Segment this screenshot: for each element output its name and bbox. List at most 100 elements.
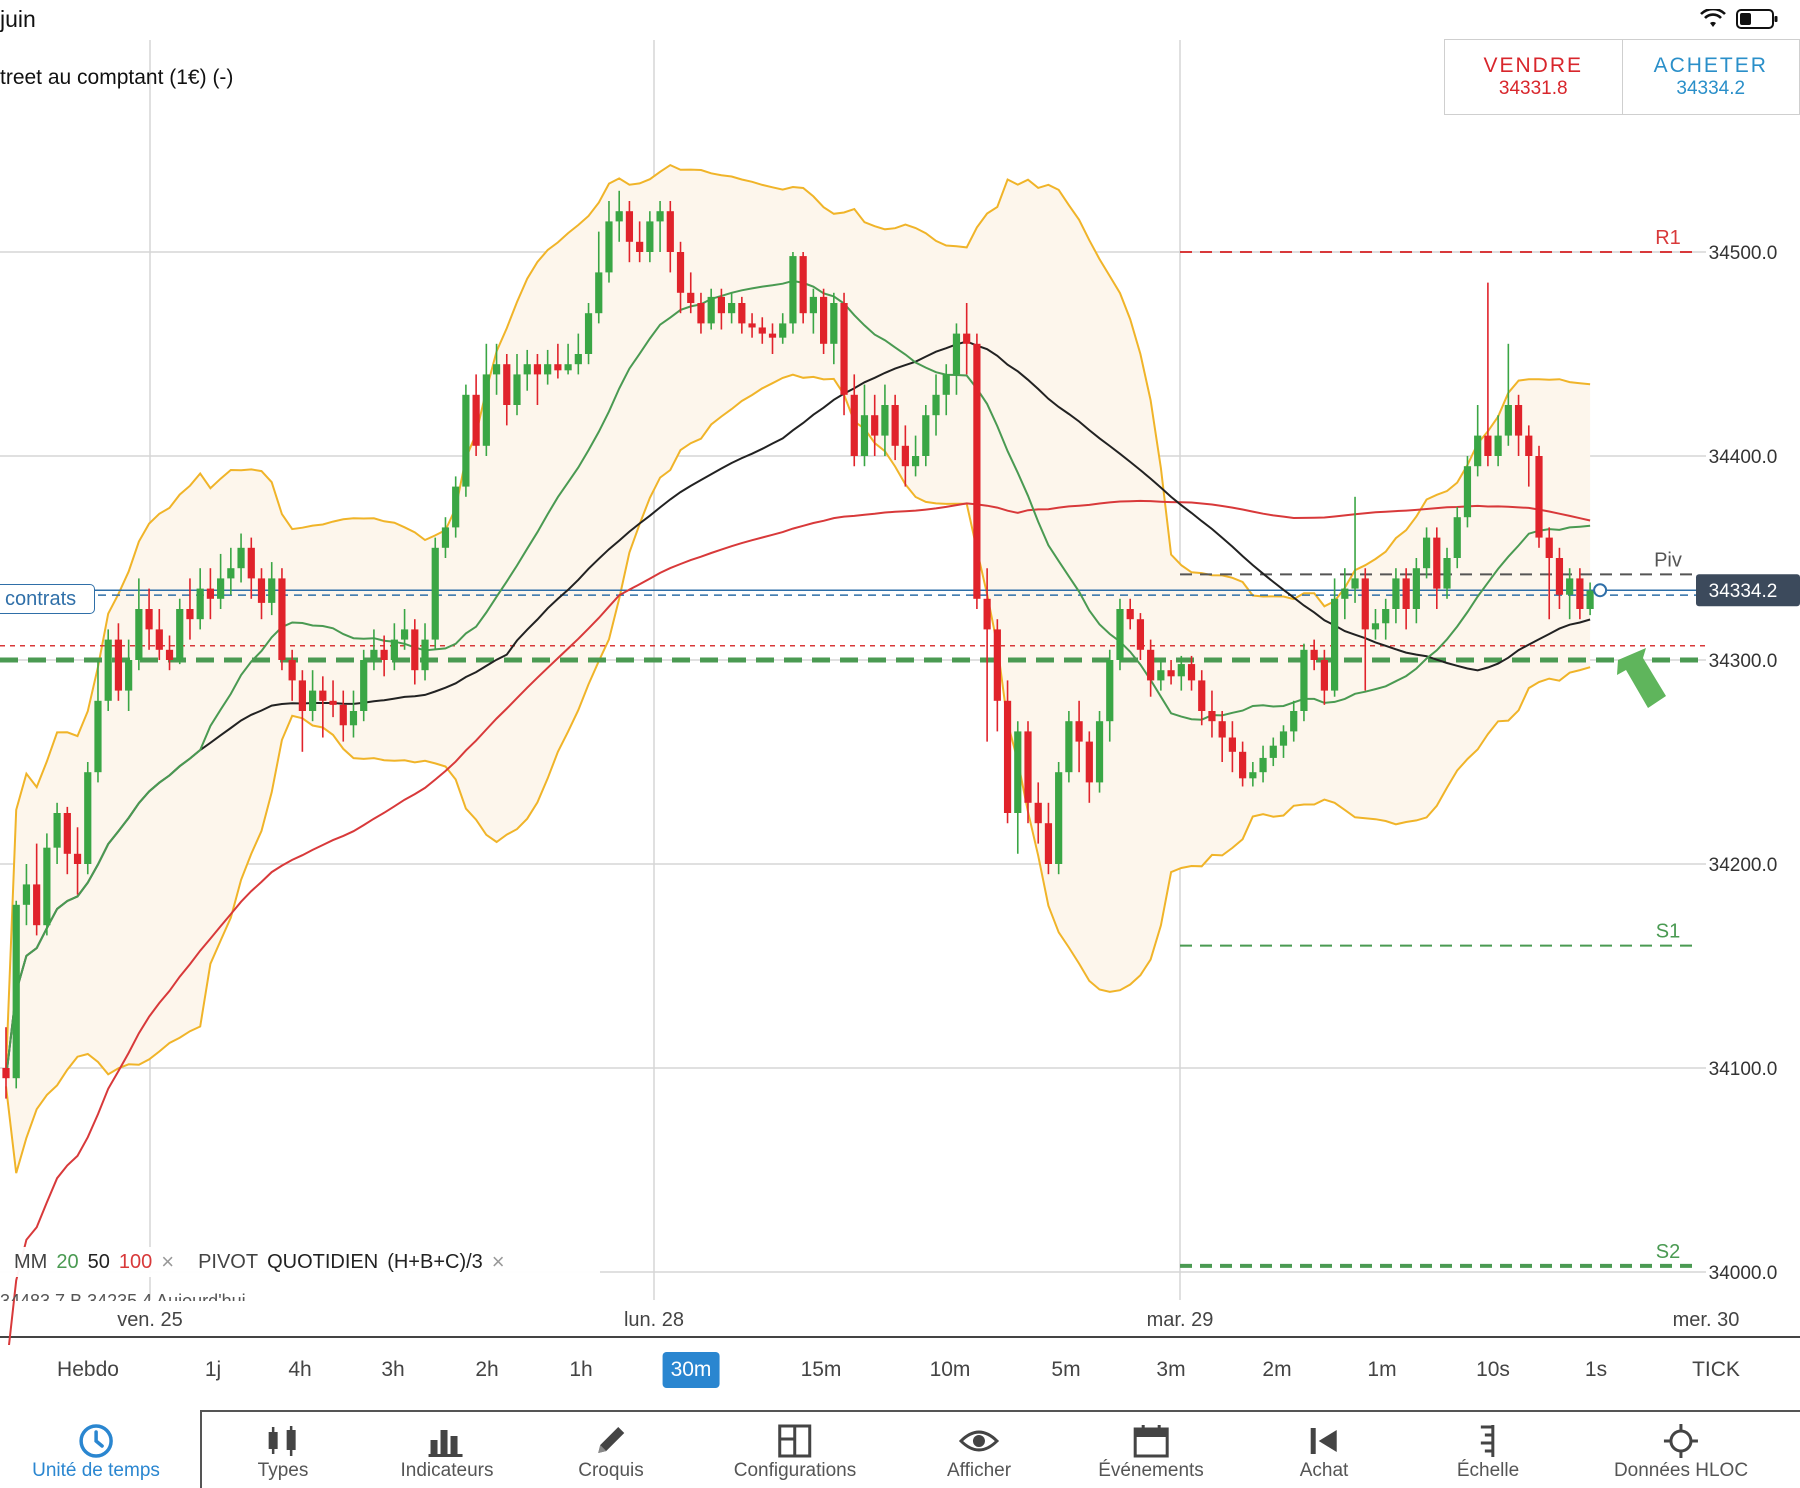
indicator-legend: MM 20 50 100 × PIVOT QUOTIDIEN (H+B+C)/3… — [0, 1247, 600, 1277]
candle — [145, 588, 153, 650]
candle — [901, 425, 909, 487]
candle — [33, 843, 41, 936]
candle — [738, 296, 746, 334]
ma-20-label: 20 — [56, 1250, 79, 1273]
candle — [1371, 609, 1380, 640]
candle — [932, 374, 940, 436]
tab-pencil[interactable]: Croquis — [578, 1424, 644, 1482]
timeframe-3m[interactable]: 3m — [1156, 1358, 1186, 1381]
candle — [84, 762, 92, 875]
bollinger-upper-line — [5, 163, 1591, 1071]
timeframe-10s[interactable]: 10s — [1476, 1358, 1510, 1381]
candle — [1249, 762, 1257, 787]
timeframe-2h[interactable]: 2h — [475, 1358, 499, 1381]
position-tag[interactable]: contrats — [0, 584, 96, 614]
candle — [1586, 582, 1594, 616]
candle — [1341, 568, 1349, 620]
candle — [952, 323, 961, 395]
y-tick-label: 34300.0 — [1709, 651, 1778, 672]
candle — [227, 547, 235, 595]
candle — [1412, 558, 1420, 624]
candle — [523, 349, 531, 391]
candle — [1085, 731, 1093, 803]
tab-crosshair[interactable]: Données HLOC — [1614, 1424, 1748, 1482]
up-arrow-icon — [1617, 648, 1666, 708]
candle — [1545, 527, 1553, 620]
candle — [1177, 655, 1185, 691]
candle — [1361, 568, 1369, 691]
timeframe-1j[interactable]: 1j — [204, 1358, 222, 1381]
y-tick-label: 34400.0 — [1709, 447, 1778, 468]
tabbar-divider — [200, 1410, 1800, 1412]
ohlc-readout: 34483.7 B 34235.4 Aujourd'hui — [0, 1291, 246, 1301]
candle — [1034, 782, 1042, 844]
candle — [1402, 568, 1410, 630]
candle — [666, 201, 674, 273]
candle — [1106, 649, 1114, 742]
tab-label: Données HLOC — [1613, 1460, 1749, 1481]
candle — [615, 190, 623, 242]
candle — [595, 231, 603, 324]
candle — [1208, 690, 1216, 738]
candle — [850, 374, 858, 467]
timeframe-1s[interactable]: 1s — [1584, 1358, 1608, 1381]
buy-price: 34334.2 — [1676, 78, 1746, 99]
timeframe-3h[interactable]: 3h — [381, 1358, 405, 1381]
candle — [963, 303, 971, 375]
candle — [411, 619, 419, 685]
tab-eye[interactable]: Afficher — [947, 1424, 1011, 1482]
remove-ma-button[interactable]: × — [161, 1249, 175, 1274]
timeframe-15m[interactable]: 15m — [800, 1358, 842, 1381]
candle — [1198, 670, 1206, 726]
x-tick-label: mer. 30 — [1673, 1309, 1740, 1331]
tab-calendar[interactable]: Événements — [1098, 1424, 1204, 1482]
sell-button[interactable]: VENDRE 34331.8 — [1445, 40, 1622, 114]
candle — [53, 802, 61, 864]
tab-clock[interactable]: Unité de temps — [32, 1424, 160, 1482]
tab-layout[interactable]: Configurations — [733, 1424, 857, 1482]
pivot-label: S1 — [1656, 921, 1680, 943]
price-chart[interactable]: 34500.0 34400.0 34300.0 34200.0 34100.0 34000… — [0, 0, 1800, 1345]
candle — [237, 533, 245, 583]
timeframe-hebdo[interactable]: Hebdo — [57, 1358, 119, 1381]
candle — [1136, 613, 1145, 660]
tab-trade[interactable]: Achat — [1300, 1424, 1349, 1482]
timeframe-4h[interactable]: 4h — [288, 1358, 312, 1381]
tab-label: Échelle — [1456, 1460, 1520, 1481]
tab-label: Configurations — [733, 1460, 857, 1481]
candle — [257, 568, 266, 620]
candle — [1147, 639, 1155, 697]
buy-button[interactable]: ACHETER 34334.2 — [1621, 40, 1800, 114]
candle — [400, 609, 409, 650]
timeframe-1m[interactable]: 1m — [1367, 1358, 1397, 1381]
candle — [1259, 745, 1267, 783]
timeframe-1h[interactable]: 1h — [569, 1358, 593, 1381]
candle — [574, 333, 582, 375]
remove-pivot-button[interactable]: × — [491, 1249, 505, 1274]
timeframe-10m[interactable]: 10m — [929, 1358, 971, 1381]
x-tick-label: mar. 29 — [1147, 1309, 1214, 1331]
tab-candles[interactable]: Types — [258, 1424, 309, 1482]
timeframe-2m[interactable]: 2m — [1262, 1358, 1292, 1381]
candle — [891, 394, 899, 461]
tab-label: Croquis — [578, 1460, 644, 1481]
trade-panel: VENDRE 34331.8 ACHETER 34334.2 — [1444, 39, 1800, 115]
candle — [1351, 496, 1359, 603]
candle — [922, 405, 930, 467]
tab-scale[interactable]: Échelle — [1457, 1424, 1519, 1482]
candle — [820, 288, 828, 354]
candles-icon — [258, 1424, 309, 1458]
timeframe-5m[interactable]: 5m — [1051, 1358, 1081, 1381]
candle — [1126, 598, 1134, 630]
status-icons — [1700, 8, 1778, 30]
tab-bars[interactable]: Indicateurs — [401, 1424, 493, 1482]
candle — [1331, 578, 1339, 697]
candle — [1014, 721, 1022, 854]
timeframe-30m[interactable]: 30m — [662, 1352, 720, 1388]
candle — [881, 384, 889, 456]
trade-icon — [1300, 1424, 1349, 1458]
candle — [1422, 527, 1431, 579]
timeframe-tick[interactable]: TICK — [1692, 1358, 1740, 1381]
candle — [1535, 445, 1543, 548]
candle — [758, 317, 766, 344]
